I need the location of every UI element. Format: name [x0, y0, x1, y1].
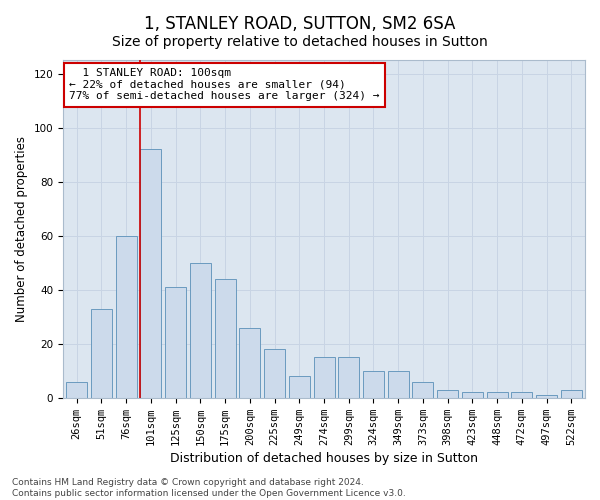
Bar	[91, 308, 112, 398]
Bar	[140, 149, 161, 398]
Bar	[536, 395, 557, 398]
Bar	[190, 262, 211, 398]
Text: Size of property relative to detached houses in Sutton: Size of property relative to detached ho…	[112, 35, 488, 49]
Bar	[66, 382, 87, 398]
Bar	[363, 371, 384, 398]
X-axis label: Distribution of detached houses by size in Sutton: Distribution of detached houses by size …	[170, 452, 478, 465]
Bar	[511, 392, 532, 398]
Y-axis label: Number of detached properties: Number of detached properties	[15, 136, 28, 322]
Bar	[116, 236, 137, 398]
Text: 1 STANLEY ROAD: 100sqm  
← 22% of detached houses are smaller (94)
77% of semi-d: 1 STANLEY ROAD: 100sqm ← 22% of detached…	[69, 68, 380, 102]
Bar	[314, 358, 335, 398]
Bar	[264, 349, 285, 398]
Bar	[165, 287, 186, 398]
Bar	[462, 392, 483, 398]
Bar	[487, 392, 508, 398]
Text: 1, STANLEY ROAD, SUTTON, SM2 6SA: 1, STANLEY ROAD, SUTTON, SM2 6SA	[145, 15, 455, 33]
Bar	[215, 279, 236, 398]
Bar	[388, 371, 409, 398]
Bar	[239, 328, 260, 398]
Bar	[437, 390, 458, 398]
Bar	[561, 390, 582, 398]
Bar	[338, 358, 359, 398]
Bar	[412, 382, 433, 398]
Bar	[289, 376, 310, 398]
Text: Contains HM Land Registry data © Crown copyright and database right 2024.
Contai: Contains HM Land Registry data © Crown c…	[12, 478, 406, 498]
